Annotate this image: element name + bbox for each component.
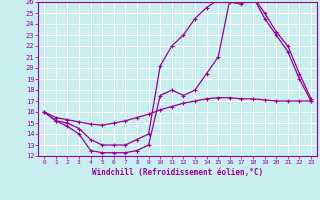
X-axis label: Windchill (Refroidissement éolien,°C): Windchill (Refroidissement éolien,°C) [92, 168, 263, 177]
